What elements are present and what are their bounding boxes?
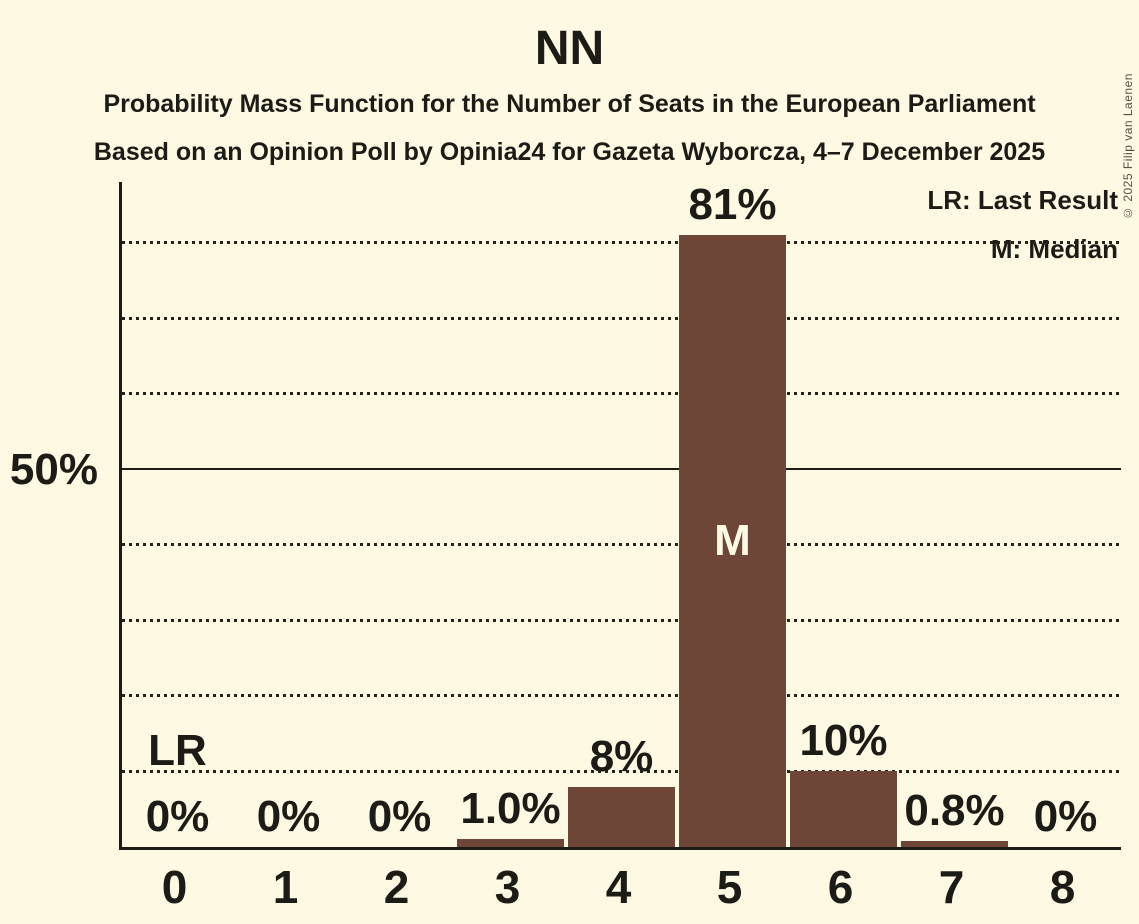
chart-title: NN [534,22,605,75]
x-tick-8: 8 [1049,861,1076,913]
bar-value-label-8: 0% [1033,792,1098,841]
bar-7 [901,840,1008,847]
gridline-dotted-40 [122,543,1121,547]
median-marker: M [714,515,751,565]
bar-value-label-1: 0% [256,792,321,841]
gridline-dotted-70 [122,316,1121,320]
x-tick-6: 6 [827,861,854,913]
bar-value-label-4: 8% [589,731,654,781]
bar-4 [568,786,675,847]
gridline-dotted-80 [122,240,1121,244]
copyright-notice: © 2025 Filip van Laenen [1121,73,1135,220]
bar-value-label-3: 1.0% [460,784,561,834]
gridline-solid-50 [122,468,1121,471]
bar-value-label-2: 0% [367,792,432,841]
x-tick-1: 1 [272,861,299,913]
x-tick-7: 7 [938,861,965,913]
x-tick-2: 2 [383,861,410,913]
x-tick-5: 5 [716,861,743,913]
x-tick-0: 0 [161,861,188,913]
bar-6 [790,771,897,847]
bar-5 [679,234,786,847]
bar-value-label-7: 0.8% [904,785,1005,835]
gridline-dotted-10 [122,769,1121,773]
bar-3 [457,839,564,847]
last-result-marker: LR [148,726,207,775]
gridline-dotted-60 [122,392,1121,396]
x-tick-3: 3 [494,861,521,913]
chart-source-line: Based on an Opinion Poll by Opinia24 for… [93,138,1046,166]
plot-area: 0% LR 0% 0% 1.0% 8% 81% M 10% 0.8% 0% [119,182,1121,850]
bar-value-label-5: 81% [688,179,777,229]
gridline-dotted-30 [122,618,1121,622]
y-axis-tick-label: 50% [9,445,98,494]
legend-median: M: Median [990,234,1118,264]
bar-value-label-0: 0% [145,792,210,841]
gridline-dotted-20 [122,694,1121,698]
x-tick-4: 4 [605,861,632,913]
chart-subtitle: Probability Mass Function for the Number… [103,90,1036,118]
legend-last-result: LR: Last Result [927,185,1118,215]
bar-value-label-6: 10% [799,716,888,766]
